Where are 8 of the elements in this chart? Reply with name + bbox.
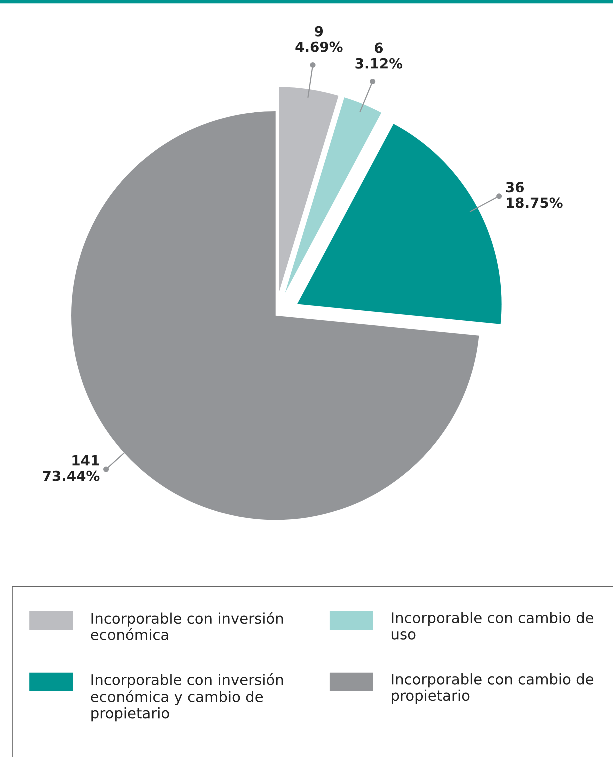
data-label: 6 3.12% (356, 42, 403, 69)
legend-label: Incorporable con inversión económica y cambio de propietario (91, 674, 284, 722)
legend-label: Incorporable con cambio de uso (392, 612, 594, 640)
data-label: 141 73.44% (43, 455, 100, 482)
data-label: 36 18.75% (506, 182, 563, 208)
legend-label: Incorporable con cambio de propietario (392, 674, 594, 704)
data-label: 9 4.69% (296, 26, 343, 52)
legend-label: Incorporable con inversión económica (91, 612, 284, 640)
